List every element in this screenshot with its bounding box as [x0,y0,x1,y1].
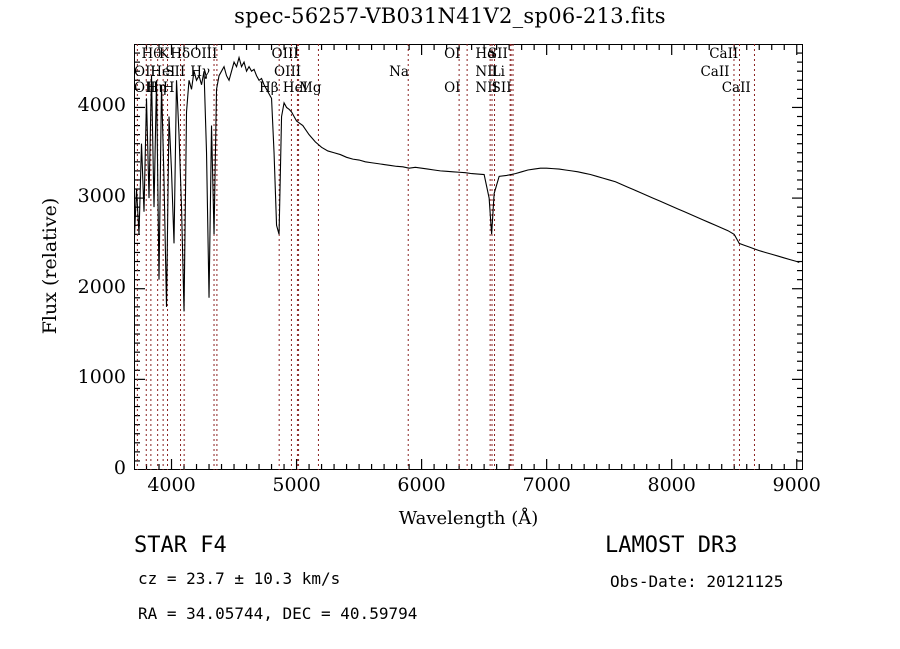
plot-frame [134,44,803,470]
x-axis-label: Wavelength (Å) [398,508,539,529]
spectral-line-label: H [162,80,175,96]
x-tick-label: 8000 [647,474,696,496]
spectral-line-label: Hγ [190,64,211,80]
spectral-line-label: CaII [700,64,730,80]
page-title: spec-56257-VB031N41V2_sp06-213.fits [234,4,666,28]
spectral-line-markers [136,44,755,470]
survey-name: LAMOST DR3 [605,533,738,558]
spectral-line-label: Hη [146,80,167,96]
spectral-line-label: SII [487,46,508,62]
redshift-velocity: cz = 23.7 ± 10.3 km/s [138,569,341,588]
spectral-line-label: NII [475,64,498,80]
spectral-line-label: Hθ [141,46,162,62]
spectral-line-label: SII [491,80,512,96]
spectral-line-label: CaII [709,46,739,62]
x-tick-label: 5000 [272,474,321,496]
x-tick-label: 7000 [522,474,571,496]
spectral-line-label: K [159,46,170,62]
spectral-line-label: Mg [299,80,322,96]
spectrum-plot [134,44,803,470]
spectral-line-label: HeI [282,80,308,96]
y-tick-label: 0 [113,457,126,479]
x-tick-label: 9000 [772,474,821,496]
spectral-line-label: NII [475,80,498,96]
spectral-line-label: Hα [475,46,497,62]
y-axis-label: Flux (relative) [39,197,61,335]
spectral-line-label: OI [444,46,461,62]
spectral-line-label: OIII [271,46,299,62]
y-tick-label: 4000 [77,94,126,117]
spectral-line-label: OIII [190,46,218,62]
spectral-line-label: HeI [150,64,176,80]
coordinates: RA = 34.05744, DEC = 40.59794 [138,604,418,623]
spectrum-curve [134,55,800,312]
spectral-line-label: Na [389,64,409,80]
observation-date: Obs-Date: 20121125 [610,572,784,591]
spectral-line-label: SII [165,64,186,80]
spectral-line-label: Hδ [170,46,191,62]
spectral-line-label: OI [444,80,461,96]
y-tick-label: 3000 [77,185,126,208]
x-tick-label: 6000 [397,474,446,496]
axis-ticks [134,44,803,470]
spectral-line-label: OII [134,64,156,80]
spectral-line-label: Li [491,64,505,80]
y-tick-label: 1000 [77,366,126,389]
x-tick-label: 4000 [147,474,196,496]
spectral-line-label: Hβ [259,80,279,96]
y-tick-label: 2000 [77,275,126,298]
spectral-line-label: CaII [721,80,751,96]
spectral-line-label: OII [134,80,156,96]
spectral-line-label: OIII [274,64,302,80]
object-class: STAR F4 [134,533,227,558]
